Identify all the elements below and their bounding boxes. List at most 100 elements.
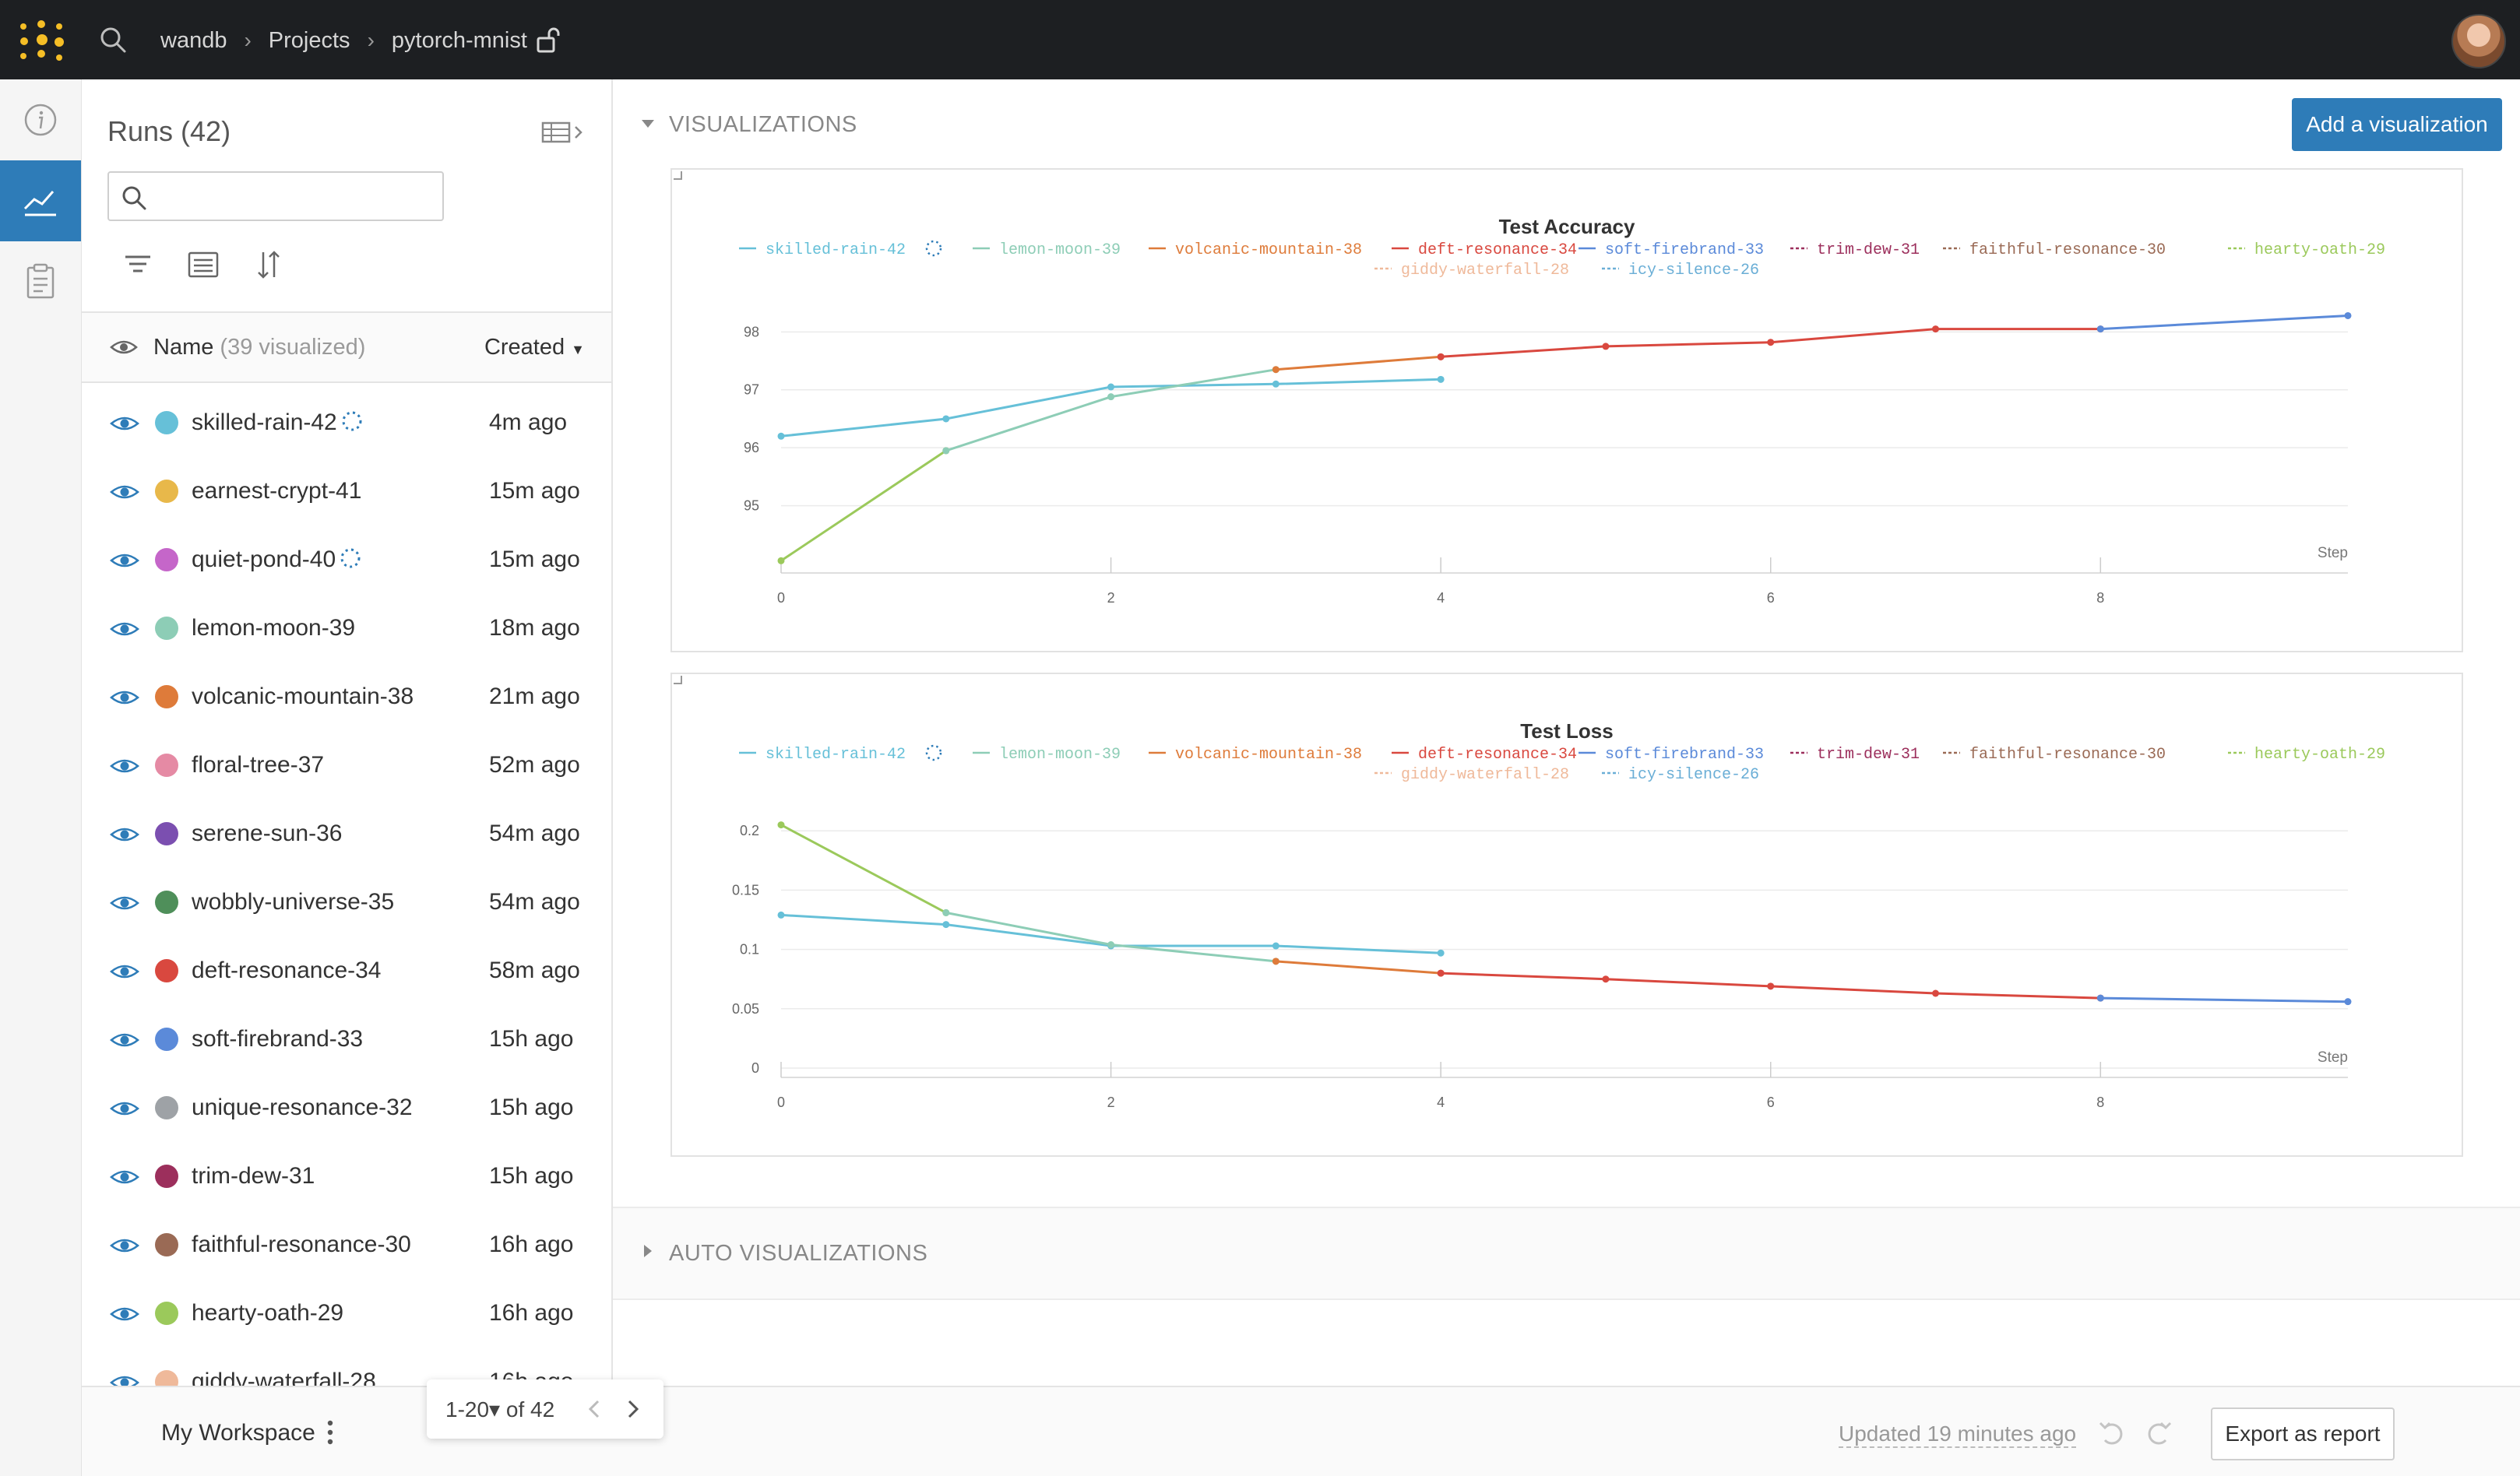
run-row[interactable]: serene-sun-36 54m ago	[82, 800, 611, 869]
eye-icon[interactable]	[110, 413, 139, 434]
workspace-name[interactable]: My Workspace	[161, 1420, 315, 1446]
legend-item[interactable]: faithful-resonance-30	[1943, 241, 2166, 259]
data-point[interactable]	[1602, 975, 1610, 983]
legend-item[interactable]: icy-silence-26	[1602, 262, 1759, 279]
run-color-dot[interactable]	[155, 1233, 178, 1256]
data-point[interactable]	[1767, 982, 1775, 990]
eye-icon[interactable]	[110, 1029, 139, 1051]
run-name[interactable]: wobbly-universe-35	[192, 889, 394, 915]
run-color-dot[interactable]	[155, 617, 178, 640]
wandb-logo[interactable]	[20, 20, 64, 64]
run-color-dot[interactable]	[155, 1165, 178, 1188]
run-row[interactable]: unique-resonance-32 15h ago	[82, 1074, 611, 1143]
runs-search-input[interactable]	[160, 179, 436, 215]
legend-item[interactable]: lemon-moon-39	[973, 241, 1121, 259]
data-point[interactable]	[1932, 989, 1940, 997]
run-row[interactable]: faithful-resonance-30 16h ago	[82, 1211, 611, 1280]
run-row[interactable]: earnest-crypt-41 15m ago	[82, 458, 611, 526]
run-row[interactable]: trim-dew-31 15h ago	[82, 1143, 611, 1211]
visualizations-section-title[interactable]: VISUALIZATIONS	[669, 112, 857, 137]
breadcrumb-entity[interactable]: wandb	[160, 27, 227, 53]
data-point[interactable]	[1932, 325, 1940, 333]
legend-item[interactable]: skilled-rain-42	[739, 240, 942, 259]
run-row[interactable]: skilled-rain-42 4m ago	[82, 389, 611, 458]
run-color-dot[interactable]	[155, 754, 178, 777]
eye-icon[interactable]	[110, 755, 139, 777]
user-avatar[interactable]	[2451, 14, 2506, 69]
legend-item[interactable]: deft-resonance-34	[1392, 746, 1577, 764]
eye-icon[interactable]	[110, 892, 139, 914]
legend-item[interactable]: icy-silence-26	[1602, 766, 1759, 784]
unlock-icon[interactable]	[537, 27, 560, 54]
series-line[interactable]	[945, 911, 1276, 963]
data-point[interactable]	[777, 911, 785, 919]
reports-nav[interactable]	[0, 241, 81, 322]
data-point[interactable]	[1107, 393, 1115, 401]
series-line[interactable]	[1276, 355, 1441, 371]
run-row[interactable]: soft-firebrand-33 15h ago	[82, 1006, 611, 1074]
data-point[interactable]	[1437, 969, 1445, 977]
run-color-dot[interactable]	[155, 685, 178, 708]
run-color-dot[interactable]	[155, 822, 178, 845]
sort-icon[interactable]	[252, 248, 286, 282]
eye-icon[interactable]	[110, 1235, 139, 1256]
series-line[interactable]	[780, 824, 947, 914]
run-name[interactable]: trim-dew-31	[192, 1163, 315, 1190]
run-color-dot[interactable]	[155, 1302, 178, 1325]
data-point[interactable]	[942, 415, 950, 423]
eye-icon[interactable]	[110, 618, 139, 640]
data-point[interactable]	[1272, 942, 1279, 950]
auto-visualizations-title[interactable]: AUTO VISUALIZATIONS	[669, 1241, 928, 1266]
data-point[interactable]	[1107, 941, 1115, 949]
eye-icon[interactable]	[110, 824, 139, 845]
resize-handle-icon[interactable]	[672, 674, 683, 685]
data-point[interactable]	[942, 921, 950, 929]
legend-item[interactable]: hearty-oath-29	[2228, 241, 2385, 259]
run-color-dot[interactable]	[155, 548, 178, 571]
eye-icon[interactable]	[110, 335, 138, 360]
data-point[interactable]	[1272, 380, 1279, 388]
data-point[interactable]	[2096, 994, 2104, 1002]
breadcrumb-projects[interactable]: Projects	[268, 27, 350, 53]
data-point[interactable]	[2096, 325, 2104, 333]
series-line[interactable]	[2100, 996, 2349, 1003]
data-point[interactable]	[1767, 339, 1775, 346]
data-point[interactable]	[942, 447, 950, 455]
run-name[interactable]: volcanic-mountain-38	[192, 684, 414, 710]
run-color-dot[interactable]	[155, 959, 178, 982]
legend-item[interactable]: soft-firebrand-33	[1579, 746, 1764, 764]
eye-icon[interactable]	[110, 961, 139, 982]
run-name[interactable]: soft-firebrand-33	[192, 1026, 363, 1053]
data-point[interactable]	[2344, 311, 2352, 319]
series-line[interactable]	[2100, 315, 2349, 331]
run-row[interactable]: floral-tree-37 52m ago	[82, 732, 611, 800]
export-as-report-button[interactable]: Export as report	[2211, 1407, 2395, 1460]
legend-item[interactable]: soft-firebrand-33	[1579, 241, 1764, 259]
data-point[interactable]	[1107, 383, 1115, 391]
legend-item[interactable]: volcanic-mountain-38	[1149, 241, 1362, 259]
run-name[interactable]: floral-tree-37	[192, 752, 324, 778]
run-row[interactable]: wobbly-universe-35 54m ago	[82, 869, 611, 937]
run-name[interactable]: deft-resonance-34	[192, 958, 382, 984]
run-name[interactable]: lemon-moon-39	[192, 615, 355, 641]
run-color-dot[interactable]	[155, 411, 178, 434]
resize-handle-icon[interactable]	[672, 170, 683, 181]
run-row[interactable]: deft-resonance-34 58m ago	[82, 937, 611, 1006]
data-point[interactable]	[1272, 958, 1279, 965]
undo-icon[interactable]	[2094, 1415, 2128, 1450]
series-line[interactable]	[1276, 960, 1441, 975]
legend-item[interactable]: hearty-oath-29	[2228, 746, 2385, 764]
run-color-dot[interactable]	[155, 891, 178, 914]
run-name[interactable]: unique-resonance-32	[192, 1095, 413, 1121]
run-row[interactable]: lemon-moon-39 18m ago	[82, 595, 611, 663]
run-row[interactable]: hearty-oath-29 16h ago	[82, 1280, 611, 1348]
legend-item[interactable]: deft-resonance-34	[1392, 241, 1577, 259]
run-name[interactable]: quiet-pond-40	[192, 546, 362, 573]
redo-icon[interactable]	[2142, 1415, 2177, 1450]
eye-icon[interactable]	[110, 550, 139, 571]
breadcrumb-project[interactable]: pytorch-mnist	[391, 27, 527, 53]
filter-icon[interactable]	[121, 248, 155, 282]
run-name[interactable]: serene-sun-36	[192, 821, 342, 847]
expand-table-icon[interactable]	[541, 118, 588, 146]
data-point[interactable]	[1437, 353, 1445, 360]
